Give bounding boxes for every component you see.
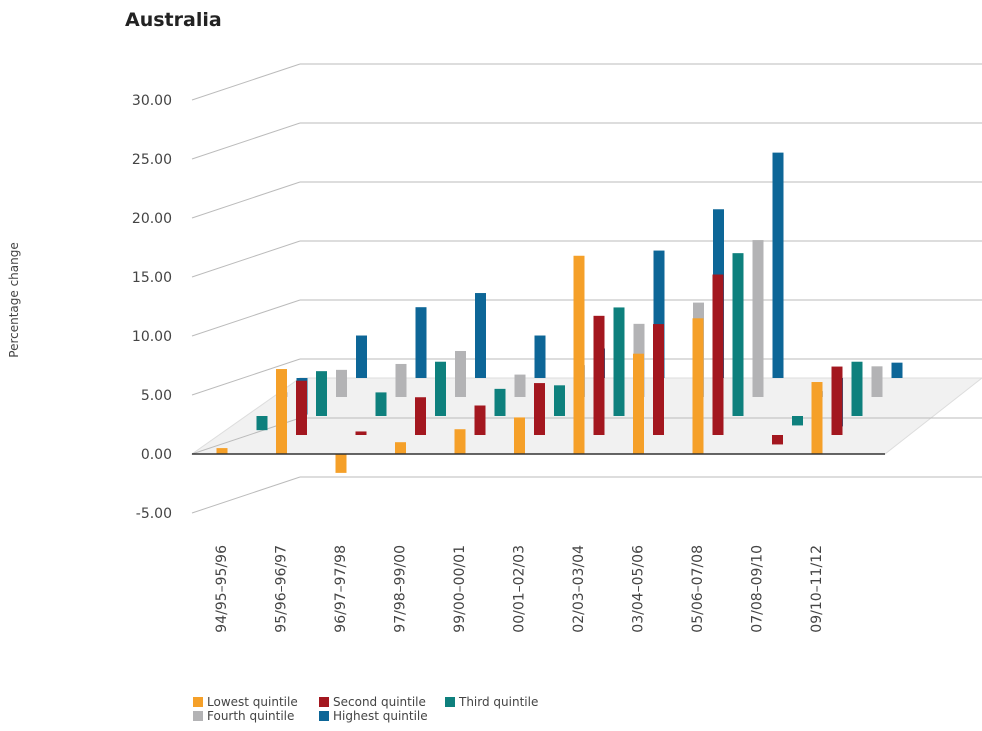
bar (216, 448, 228, 454)
y-axis-label: Percentage change (7, 242, 21, 357)
bar (752, 240, 764, 397)
legend-label: Second quintile (333, 695, 426, 709)
grid-line-diagonal (191, 476, 301, 514)
bar (593, 315, 605, 435)
legend-label: Lowest quintile (207, 695, 298, 709)
bar (534, 335, 546, 378)
chart-title: Australia (125, 9, 222, 31)
bar (534, 383, 545, 435)
bar (712, 274, 724, 435)
bar (692, 318, 704, 454)
legend-swatch (445, 697, 455, 707)
bar (851, 361, 863, 416)
bar (355, 431, 367, 435)
legend-swatch (193, 711, 203, 721)
legend-label: Third quintile (458, 695, 538, 709)
floor (190, 377, 982, 455)
bar (455, 350, 466, 397)
bar (653, 324, 664, 435)
y-tick-label: 15.00 (132, 270, 172, 286)
legend-swatch (319, 711, 329, 721)
bar (256, 416, 268, 431)
legend-label: Highest quintile (333, 709, 428, 723)
bar (435, 361, 446, 416)
bar (336, 369, 347, 397)
grid-line-diagonal (191, 240, 301, 278)
grid-line-diagonal (191, 181, 301, 219)
bar (296, 380, 307, 435)
bar (316, 371, 327, 416)
grid-line-diagonal (191, 63, 301, 101)
x-tick-label: 07/08–09/10 (750, 545, 766, 633)
bar (772, 152, 784, 378)
bar (454, 429, 466, 454)
bar (494, 388, 506, 416)
bar (792, 416, 803, 426)
y-tick-label: 25.00 (132, 152, 172, 168)
y-tick-label: 5.00 (141, 388, 172, 404)
bar (415, 397, 426, 435)
y-tick-label: 30.00 (132, 93, 172, 109)
bar (475, 293, 486, 378)
x-tick-label: 00/01–02/03 (512, 545, 528, 633)
grid-line-diagonal (191, 122, 301, 160)
bar (811, 382, 823, 454)
legend-swatch (193, 697, 203, 707)
bar (732, 253, 744, 416)
bar (871, 366, 883, 397)
bar (395, 442, 406, 454)
bar (514, 374, 526, 397)
bar (415, 307, 427, 378)
x-tick-label: 96/97–97/98 (333, 545, 349, 633)
x-tick-label: 09/10–11/12 (809, 545, 825, 633)
bar (335, 454, 347, 473)
y-tick-label: 10.00 (132, 329, 172, 345)
grid-line-diagonal (191, 299, 301, 337)
y-tick-label: -5.00 (136, 506, 172, 522)
legend-label: Fourth quintile (207, 709, 294, 723)
bar (772, 435, 783, 445)
x-tick-label: 95/96–96/97 (274, 545, 290, 633)
bar (554, 385, 565, 416)
bar (514, 417, 525, 454)
bar (653, 250, 665, 378)
bar (375, 392, 387, 416)
bar (276, 369, 287, 454)
x-tick-label: 97/98–99/00 (393, 545, 409, 633)
x-tick-label: 05/06–07/08 (690, 545, 706, 633)
y-tick-label: 0.00 (141, 447, 172, 463)
x-tick-label: 02/03–03/04 (571, 545, 587, 633)
bar (831, 366, 843, 435)
bar (573, 255, 585, 454)
x-tick-label: 94/95–95/96 (214, 545, 230, 633)
grid-line-diagonal (191, 358, 301, 396)
bar (356, 335, 367, 378)
bar (613, 307, 625, 416)
x-tick-label: 99/00–00/01 (452, 545, 468, 633)
legend-swatch (319, 697, 329, 707)
bar (891, 362, 903, 378)
y-tick-label: 20.00 (132, 211, 172, 227)
x-tick-label: 03/04–05/06 (631, 545, 647, 633)
bar (633, 353, 644, 454)
bar (474, 405, 486, 435)
bar (395, 363, 407, 397)
